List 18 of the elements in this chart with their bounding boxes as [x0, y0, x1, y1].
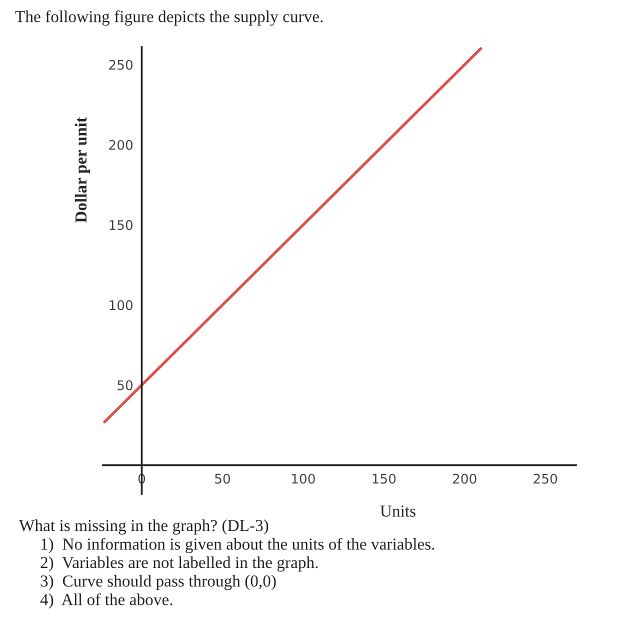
chart-title: The following figure depicts the supply curve. [15, 10, 323, 26]
text: 4) All of the above. [40, 593, 172, 609]
y-tick-label: 150 [110, 220, 133, 230]
x-tick-label: 50 [215, 474, 230, 484]
y-tick-label: 250 [109, 60, 133, 70]
text: 1) No information is given about the units of the variables. [41, 538, 434, 554]
text: 3) Curve should pass through (0,0) [40, 574, 276, 590]
y-tick-label: 100 [110, 300, 133, 310]
x-tick-label: 250 [534, 474, 558, 484]
text: What is missing in the graph? (DL-3) [19, 519, 268, 535]
x-axis-title: Units [380, 506, 416, 517]
y-axis-title: Dollar per unit [74, 117, 90, 223]
x-tick-label: 150 [372, 474, 396, 484]
text: 2) Variables are not labelled in the graph. [40, 556, 318, 572]
y-tick-label: 200 [109, 140, 133, 150]
x-tick-label: 100 [292, 474, 315, 484]
x-tick-label: 200 [452, 474, 476, 484]
y-tick-label: 50 [118, 380, 133, 390]
